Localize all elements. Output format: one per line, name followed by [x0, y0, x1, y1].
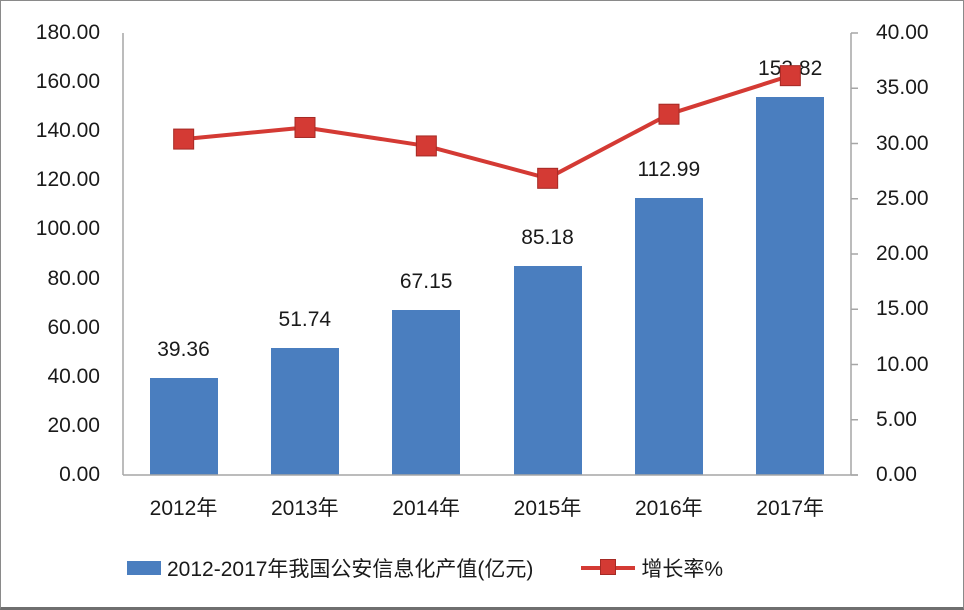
legend-bar-label: 2012-2017年我国公安信息化产值(亿元) [167, 558, 534, 581]
left-axis-tick-label: 120.00 [35, 168, 100, 192]
bar [513, 265, 582, 475]
bar-value-label: 85.18 [521, 225, 574, 249]
right-axis-tick-label: 5.00 [876, 407, 917, 431]
bar [392, 310, 461, 475]
bar-value-label: 112.99 [637, 157, 701, 181]
right-axis-tick-label: 0.00 [876, 463, 917, 486]
left-axis-tick-label: 40.00 [47, 364, 100, 388]
right-axis-tick-label: 15.00 [876, 297, 929, 321]
right-axis-tick-label: 20.00 [876, 242, 929, 265]
legend-line-label: 增长率% [641, 558, 724, 581]
x-axis-category-label: 2017年 [756, 497, 825, 520]
x-axis-category-label: 2015年 [513, 497, 582, 520]
x-axis-category-label: 2014年 [392, 497, 461, 520]
legend-line-marker-icon [581, 558, 636, 578]
left-axis-tick-label: 80.00 [47, 266, 100, 290]
right-axis-tick-label: 30.00 [876, 131, 929, 155]
right-axis-tick-label: 40.00 [876, 21, 929, 44]
bar [271, 347, 339, 475]
left-axis-tick-label: 140.00 [35, 119, 100, 143]
legend-bar-swatch-icon [127, 561, 161, 575]
legend-item-line: 增长率% [581, 553, 723, 583]
bar [756, 97, 825, 475]
x-axis-category-label: 2013年 [270, 497, 339, 520]
left-axis-tick-label: 0.00 [59, 463, 100, 486]
legend: 2012-2017年我国公安信息化产值(亿元) 增长率% [127, 553, 771, 583]
left-axis-tick-label: 160.00 [35, 70, 100, 94]
bar-value-label: 67.15 [399, 270, 453, 294]
legend-item-bar: 2012-2017年我国公安信息化产值(亿元) [127, 553, 533, 583]
x-axis-category-label: 2016年 [634, 497, 703, 520]
left-axis-tick-label: 20.00 [47, 413, 100, 437]
bar [635, 197, 703, 475]
bar-value-label: 39.36 [157, 338, 210, 362]
bar-value-label: 51.74 [278, 307, 332, 331]
left-axis-tick-label: 60.00 [47, 315, 100, 339]
right-axis-tick-label: 35.00 [876, 76, 929, 100]
bar [149, 378, 218, 475]
x-axis-category-label: 2012年 [149, 497, 218, 520]
left-axis-tick-label: 100.00 [35, 217, 100, 241]
right-axis-tick-label: 25.00 [876, 186, 929, 210]
left-axis-tick-label: 180.00 [35, 21, 100, 44]
right-axis-tick-label: 10.00 [876, 352, 929, 376]
